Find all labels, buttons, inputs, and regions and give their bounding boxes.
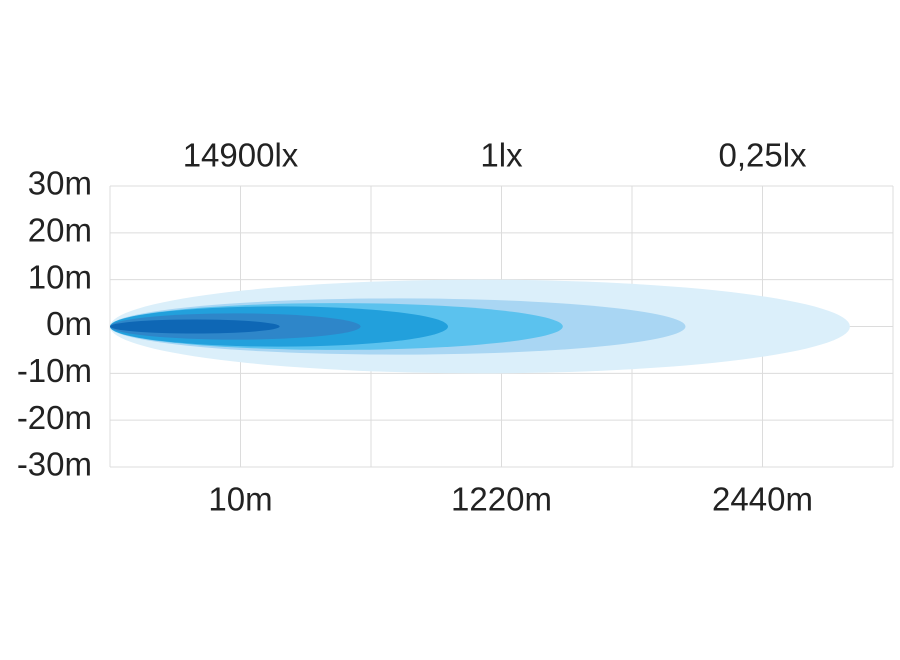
y-tick-label: 10m xyxy=(28,258,92,295)
y-tick-label: 0m xyxy=(46,305,92,342)
top-tick-label: 0,25lx xyxy=(718,137,807,174)
y-tick-label: -30m xyxy=(17,446,92,483)
top-tick-label: 1lx xyxy=(480,137,523,174)
x-tick-label: 2440m xyxy=(712,481,813,518)
x-tick-label: 10m xyxy=(208,481,272,518)
top-tick-label: 14900lx xyxy=(183,137,299,174)
beam xyxy=(110,319,280,334)
y-tick-label: 20m xyxy=(28,212,92,249)
y-tick-label: -10m xyxy=(17,352,92,389)
y-tick-label: -20m xyxy=(17,399,92,436)
x-tick-label: 1220m xyxy=(451,481,552,518)
y-tick-label: 30m xyxy=(28,165,92,202)
